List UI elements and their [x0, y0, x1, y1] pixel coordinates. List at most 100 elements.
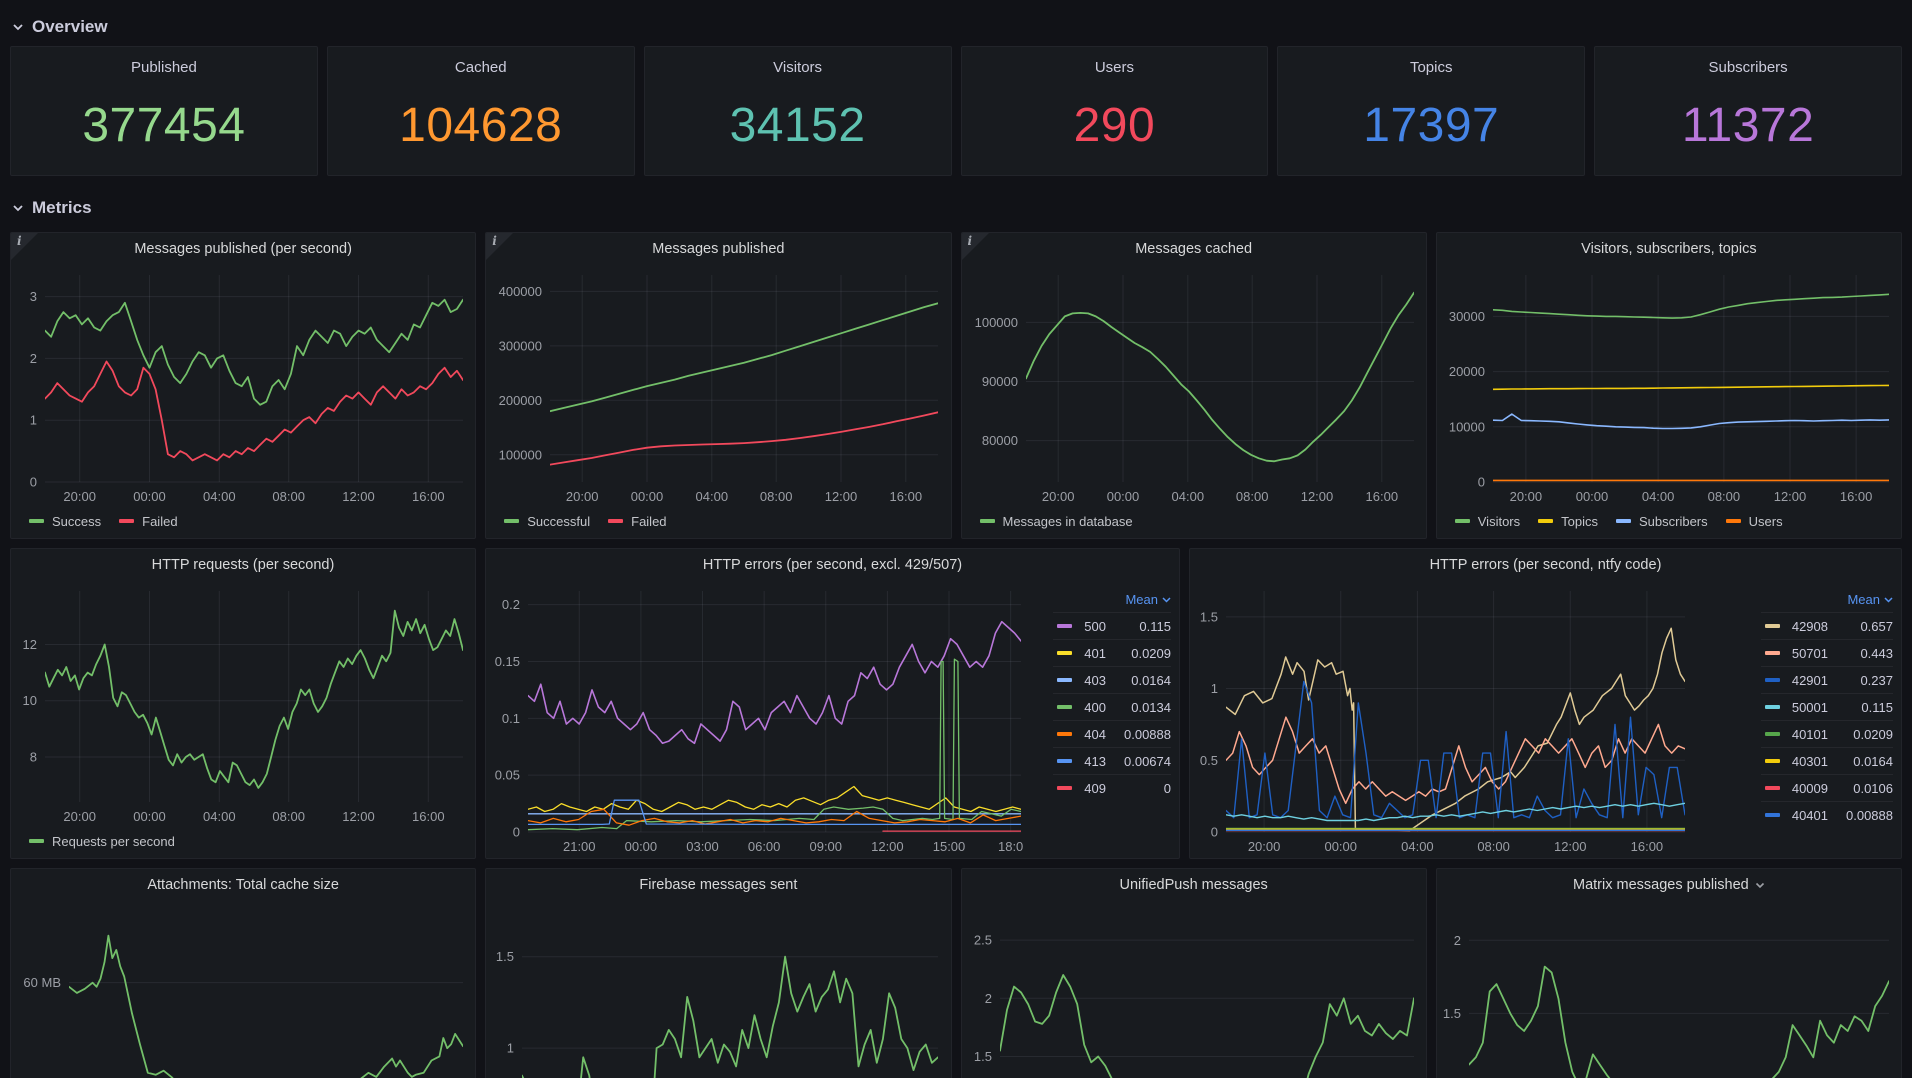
legend-item-401[interactable]: 401 0.0209 [1053, 639, 1171, 666]
panel-title[interactable]: Messages published (per second) [11, 233, 475, 265]
time-series-chart[interactable]: 100000 200000 300000 400000 20:00 00:00 04:00 0… [486, 265, 950, 508]
legend-item-40401[interactable]: 40401 0.00888 [1760, 801, 1893, 828]
legend-label: Subscribers [1639, 513, 1708, 529]
legend-swatch [1764, 678, 1780, 682]
legend-item-messages-in-database[interactable]: Messages in database [979, 514, 1133, 529]
panel-title[interactable]: Attachments: Total cache size [11, 869, 475, 901]
section-header-metrics[interactable]: Metrics [12, 193, 1902, 223]
panel-title[interactable]: Visitors, subscribers, topics [1437, 233, 1901, 265]
legend-item-403[interactable]: 403 0.0164 [1053, 666, 1171, 693]
svg-text:20000: 20000 [1449, 364, 1485, 379]
time-series-chart[interactable]: 0 0.5 1 1.5 20:00 00:00 04:00 08:00 12:00 16:00 [1190, 581, 1901, 858]
chart-wrap: 0 10000 20000 30000 20:00 00:00 04:00 08:00 12:0… [1437, 265, 1901, 508]
panel-title[interactable]: Messages published [486, 233, 950, 265]
legend-item-success[interactable]: Success [29, 514, 101, 529]
legend-item-users[interactable]: Users [1725, 514, 1783, 529]
svg-text:21:00: 21:00 [563, 839, 596, 854]
legend: Success Failed [11, 508, 475, 538]
svg-text:00:00: 00:00 [1324, 839, 1357, 854]
legend-item-failed[interactable]: Failed [608, 514, 667, 529]
legend-item-500[interactable]: 500 0.115 [1053, 612, 1171, 639]
info-icon[interactable]: i [11, 233, 38, 260]
legend-item-requests-per-second[interactable]: Requests per second [29, 834, 175, 849]
legend-item-subscribers[interactable]: Subscribers [1616, 514, 1708, 529]
svg-text:0.15: 0.15 [495, 654, 520, 669]
overview-stats-row: Published 377454 Cached 104628 Visitors 34152… [10, 46, 1902, 176]
legend-item-413[interactable]: 413 0.00674 [1053, 747, 1171, 774]
legend-sort-mean[interactable]: Mean [1761, 587, 1893, 612]
chart-svg: 11.522.5 [973, 933, 1414, 1078]
svg-text:09:00: 09:00 [809, 839, 842, 854]
panel-title[interactable]: Matrix messages published [1437, 869, 1901, 901]
legend-mean-value: 0.237 [1860, 672, 1893, 688]
svg-text:00:00: 00:00 [133, 809, 166, 824]
stat-title[interactable]: Cached [454, 59, 507, 76]
svg-text:90000: 90000 [981, 374, 1017, 389]
chart-svg: 0 0.5 1 1.5 20:00 00:00 04:00 08:00 12:00 16:00 [1200, 591, 1685, 854]
panel-title-text: Messages published (per second) [134, 241, 352, 257]
stat-title[interactable]: Users [1094, 59, 1134, 76]
legend-item-40101[interactable]: 40101 0.0209 [1760, 720, 1893, 747]
panel-title[interactable]: HTTP errors (per second, excl. 429/507) [486, 549, 1179, 581]
legend-label: 40009 [1791, 780, 1828, 796]
legend-mean-value: 0.115 [1861, 699, 1893, 715]
svg-text:300000: 300000 [499, 338, 542, 353]
legend-sort-mean[interactable]: Mean [1053, 587, 1171, 612]
panel-title-text: Attachments: Total cache size [147, 877, 339, 893]
svg-text:12:00: 12:00 [1773, 489, 1806, 504]
legend-item-40301[interactable]: 40301 0.0164 [1760, 747, 1893, 774]
svg-text:04:00: 04:00 [1171, 489, 1204, 504]
stat-title[interactable]: Subscribers [1708, 59, 1788, 76]
stat-title[interactable]: Topics [1409, 59, 1453, 76]
info-icon[interactable]: i [961, 233, 989, 260]
stat-title[interactable]: Published [130, 59, 197, 76]
legend-item-failed[interactable]: Failed [119, 514, 178, 529]
legend-item-42908[interactable]: 42908 0.657 [1760, 612, 1893, 639]
legend-item-400[interactable]: 400 0.0134 [1053, 693, 1171, 720]
time-series-chart[interactable]: 0.511.52 [1437, 901, 1901, 1078]
time-series-chart[interactable]: 80000 90000 100000 20:00 00:00 04:00 08:00 12:0… [962, 265, 1426, 508]
svg-text:08:00: 08:00 [1707, 489, 1740, 504]
time-series-chart[interactable]: 0 0.05 0.1 0.15 0.2 21:00 00:00 03:00 06:00 09:00… [486, 581, 1179, 858]
legend-swatch [29, 519, 44, 523]
legend-item-50701[interactable]: 50701 0.443 [1760, 639, 1893, 666]
legend-mean-value: 0.00888 [1124, 726, 1171, 742]
info-icon[interactable]: i [486, 233, 514, 260]
panel-title-text: Visitors, subscribers, topics [1581, 241, 1757, 257]
svg-text:04:00: 04:00 [696, 489, 729, 504]
time-series-chart[interactable]: 11.522.5 [962, 901, 1426, 1078]
legend-item-40009[interactable]: 40009 0.0106 [1760, 774, 1893, 801]
legend-item-50001[interactable]: 50001 0.115 [1760, 693, 1893, 720]
time-series-chart[interactable]: 0 10000 20000 30000 20:00 00:00 04:00 08:00 12:0… [1437, 265, 1901, 508]
svg-text:08:00: 08:00 [272, 489, 305, 504]
panel-title[interactable]: UnifiedPush messages [962, 869, 1426, 901]
stat-panel-cached: Cached 104628 [326, 46, 635, 176]
legend-mean-value: 0.0134 [1131, 699, 1171, 715]
legend-item-visitors[interactable]: Visitors [1454, 514, 1520, 529]
chart-wrap: 0.511.52 [1437, 901, 1901, 1078]
time-series-chart[interactable]: 0.511.5 [486, 901, 950, 1078]
svg-text:20:00: 20:00 [566, 489, 599, 504]
panel-title[interactable]: HTTP errors (per second, ntfy code) [1190, 549, 1901, 581]
svg-text:06:00: 06:00 [748, 839, 781, 854]
stat-title[interactable]: Visitors [773, 59, 823, 76]
panel-title[interactable]: HTTP requests (per second) [11, 549, 475, 581]
time-series-chart[interactable]: 8 10 12 20:00 00:00 04:00 08:00 12:00 16:00 [11, 581, 475, 828]
chart-wrap: 0 0.5 1 1.5 20:00 00:00 04:00 08:00 12:00 16:00 Me… [1190, 581, 1901, 858]
svg-text:0: 0 [1211, 825, 1218, 840]
legend-item-42901[interactable]: 42901 0.237 [1760, 666, 1893, 693]
svg-text:0.2: 0.2 [502, 597, 520, 612]
time-series-chart[interactable]: 55 MB60 MB [11, 901, 475, 1078]
legend-item-409[interactable]: 409 0 [1053, 774, 1171, 801]
svg-text:16:00: 16:00 [890, 489, 923, 504]
time-series-chart[interactable]: 0 1 2 3 20:00 00:00 04:00 08:00 12:00 16:00 [11, 265, 475, 508]
legend-swatch [1057, 624, 1073, 628]
legend-item-topics[interactable]: Topics [1538, 514, 1598, 529]
legend-item-404[interactable]: 404 0.00888 [1053, 720, 1171, 747]
panel-title[interactable]: Messages cached [962, 233, 1426, 265]
panel-title[interactable]: Firebase messages sent [486, 869, 950, 901]
stat-value: 377454 [82, 99, 246, 152]
legend-item-successful[interactable]: Successful [504, 514, 590, 529]
section-header-overview[interactable]: Overview [12, 12, 1902, 42]
